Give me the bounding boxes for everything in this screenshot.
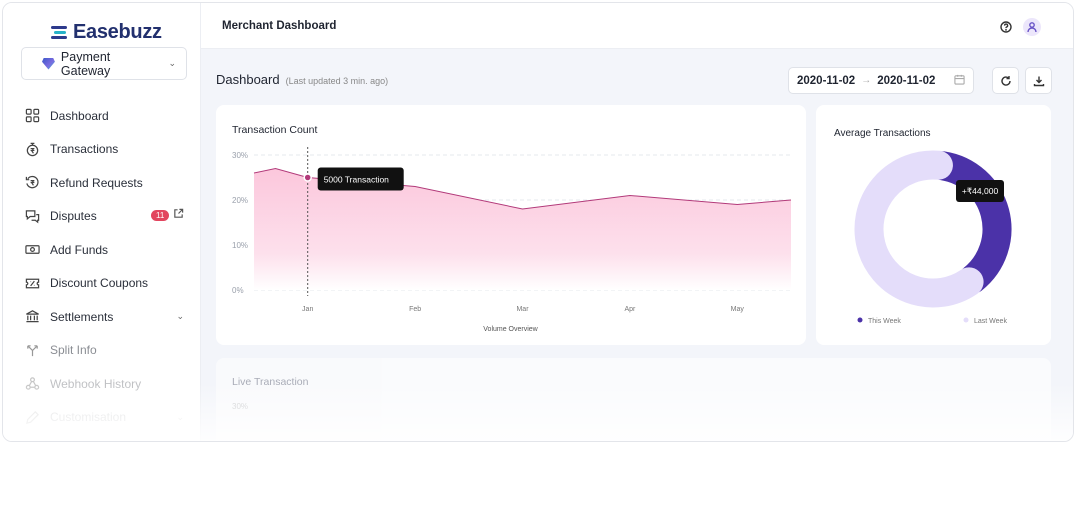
gem-icon (42, 57, 55, 70)
download-button[interactable] (1025, 67, 1052, 94)
pen-icon (25, 410, 40, 425)
product-select[interactable]: Payment Gateway ⌄ (21, 47, 187, 80)
sidebar-item-add-funds[interactable]: Add Funds (25, 233, 190, 267)
sidebar-item-label: Refund Requests (50, 175, 143, 190)
split-icon (25, 343, 40, 358)
x-tick-label: Apr (624, 306, 636, 313)
external-link-icon[interactable] (173, 208, 184, 222)
date-to: 2020-11-02 (877, 74, 936, 87)
x-axis-label: Volume Overview (483, 326, 538, 333)
transaction-count-title: Transaction Count (232, 124, 318, 136)
legend-label: Last Week (974, 318, 1007, 325)
sidebar-item-disputes[interactable]: Disputes 11 (25, 200, 190, 234)
sidebar-item-label: Transactions (50, 142, 119, 157)
tooltip-label: 5000 Transaction (324, 175, 389, 185)
legend-swatch (857, 317, 863, 323)
date-from: 2020-11-02 (797, 74, 856, 87)
average-transactions-donut: +₹44,000 This Week Last Week (854, 150, 1012, 325)
page-title: Merchant Dashboard (222, 20, 337, 32)
sidebar-item-refund-requests[interactable]: Refund Requests (25, 166, 190, 200)
live-y-tick: 30% (232, 402, 249, 411)
brand-name: Easebuzz (73, 21, 162, 43)
chevron-down-icon[interactable]: ⌄ (176, 311, 184, 322)
coupon-icon (25, 276, 40, 291)
disputes-count-badge: 11 (151, 209, 170, 221)
brand-logo[interactable]: Easebuzz (51, 21, 162, 44)
y-tick-label: 30% (232, 151, 248, 160)
x-tick-label: Mar (516, 306, 529, 313)
average-transactions-title: Average Transactions (834, 128, 931, 139)
transaction-count-chart: 30% 20% 10% 0% Jan Feb Mar Apr May Volume Overvie… (232, 147, 792, 333)
help-icon[interactable] (997, 18, 1015, 36)
chevron-down-icon: ⌄ (168, 58, 176, 68)
live-transaction-card: Live Transaction 30% (216, 358, 1051, 441)
sidebar-item-settlements[interactable]: Settlements ⌄ (25, 300, 190, 334)
webhook-icon (25, 376, 40, 391)
sidebar-item-transactions[interactable]: Transactions (25, 133, 190, 167)
sidebar-item-discount-coupons[interactable]: Discount Coupons (25, 267, 190, 301)
dashboard-title: Dashboard (216, 72, 280, 87)
refund-icon (25, 175, 40, 190)
live-transaction-title: Live Transaction (232, 376, 309, 388)
tooltip-box (956, 180, 1004, 202)
date-range-picker[interactable]: 2020-11-02 → 2020-11-02 (788, 67, 974, 94)
sidebar-item-label: Dashboard (50, 108, 109, 123)
chevron-down-icon[interactable]: ⌄ (176, 411, 184, 422)
average-transactions-card: Average Transactions +₹44,000 This Week La… (816, 105, 1051, 345)
download-icon (1033, 76, 1044, 86)
series-line (253, 167, 792, 210)
calendar-icon (954, 74, 965, 88)
transaction-count-card: Transaction Count 30% 20% 10% 0% Jan Feb Mar Ap… (216, 105, 806, 345)
donut-slice (928, 151, 1012, 294)
sidebar: Easebuzz Payment Gateway ⌄ Dashboard Tra… (3, 3, 201, 441)
refresh-icon (1000, 75, 1011, 86)
hover-point (303, 173, 312, 182)
sidebar-item-label: Customisation (50, 410, 127, 425)
y-tick-label: 0% (232, 286, 244, 295)
donut-slice (854, 150, 984, 308)
x-tick-label: Feb (409, 306, 421, 313)
top-bar: Merchant Dashboard (201, 3, 1073, 49)
sidebar-item-webhook-history[interactable]: Webhook History (25, 367, 190, 401)
legend-label: This Week (868, 318, 901, 325)
y-tick-label: 10% (232, 241, 248, 250)
sidebar-item-label: Split Info (50, 343, 97, 358)
app-window: Easebuzz Payment Gateway ⌄ Dashboard Tra… (2, 2, 1074, 442)
refresh-button[interactable] (992, 67, 1019, 94)
area-fill (254, 168, 791, 290)
sidebar-item-label: Discount Coupons (50, 276, 149, 291)
chat-alert-icon (25, 209, 40, 224)
sidebar-item-customisation[interactable]: Customisation ⌄ (25, 401, 190, 435)
user-avatar-icon[interactable] (1023, 18, 1041, 36)
tooltip-box (317, 167, 404, 191)
sidebar-item-dashboard[interactable]: Dashboard (25, 99, 190, 133)
x-tick-label: Jan (302, 306, 313, 313)
product-select-label: Payment Gateway (60, 49, 111, 78)
easebuzz-logo-icon (51, 25, 69, 40)
grid-icon (25, 108, 40, 123)
cash-icon (25, 242, 40, 257)
rupee-timer-icon (25, 142, 40, 157)
main-content: Merchant Dashboard Dashboard (Last updat… (201, 3, 1073, 441)
legend-swatch (963, 317, 969, 323)
y-tick-label: 20% (232, 196, 248, 205)
dashboard-heading: Dashboard (Last updated 3 min. ago) (216, 72, 388, 87)
sidebar-nav: Dashboard Transactions Refund Requests D… (25, 99, 190, 434)
sidebar-item-label: Webhook History (50, 376, 142, 391)
sidebar-item-label: Disputes (50, 209, 97, 224)
bank-icon (25, 309, 40, 324)
arrow-right-icon: → (861, 75, 872, 86)
x-tick-label: May (731, 306, 745, 313)
sidebar-item-label: Add Funds (50, 242, 109, 257)
last-updated-text: (Last updated 3 min. ago) (285, 76, 389, 86)
sidebar-item-split-info[interactable]: Split Info (25, 334, 190, 368)
tooltip-label: +₹44,000 (962, 186, 999, 196)
sidebar-item-label: Settlements (50, 309, 114, 324)
